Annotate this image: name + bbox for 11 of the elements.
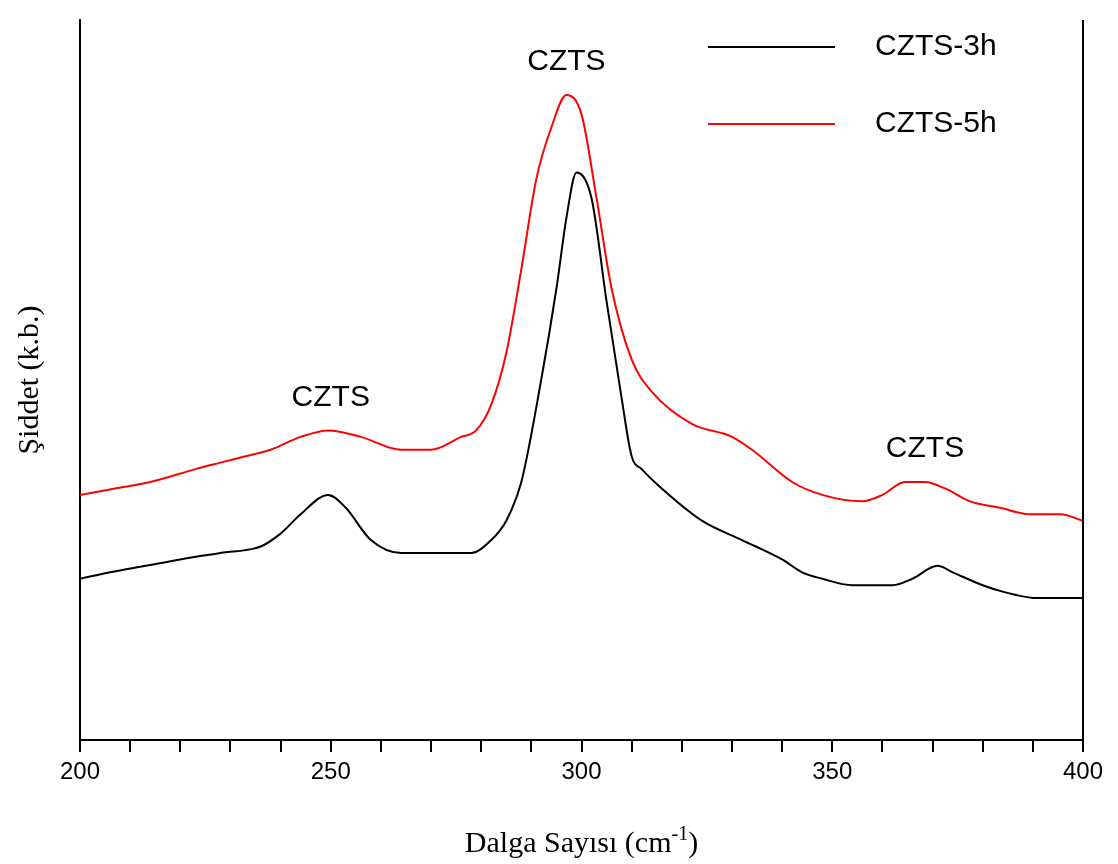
x-tick-label: 400 (1062, 757, 1104, 785)
annotation: CZTS (527, 43, 606, 77)
legend-label: CZTS-3h (875, 28, 997, 62)
annotation: CZTS (291, 378, 370, 412)
x-tick-label: 250 (310, 757, 351, 785)
annotation: CZTS (885, 430, 965, 464)
y-axis-title: Şiddet (k.b.) (11, 305, 45, 455)
x-tick-label: 350 (812, 757, 853, 785)
x-tick-label: 300 (561, 757, 602, 785)
x-tick-label: 200 (59, 757, 101, 785)
legend-label: CZTS-5h (875, 105, 997, 139)
